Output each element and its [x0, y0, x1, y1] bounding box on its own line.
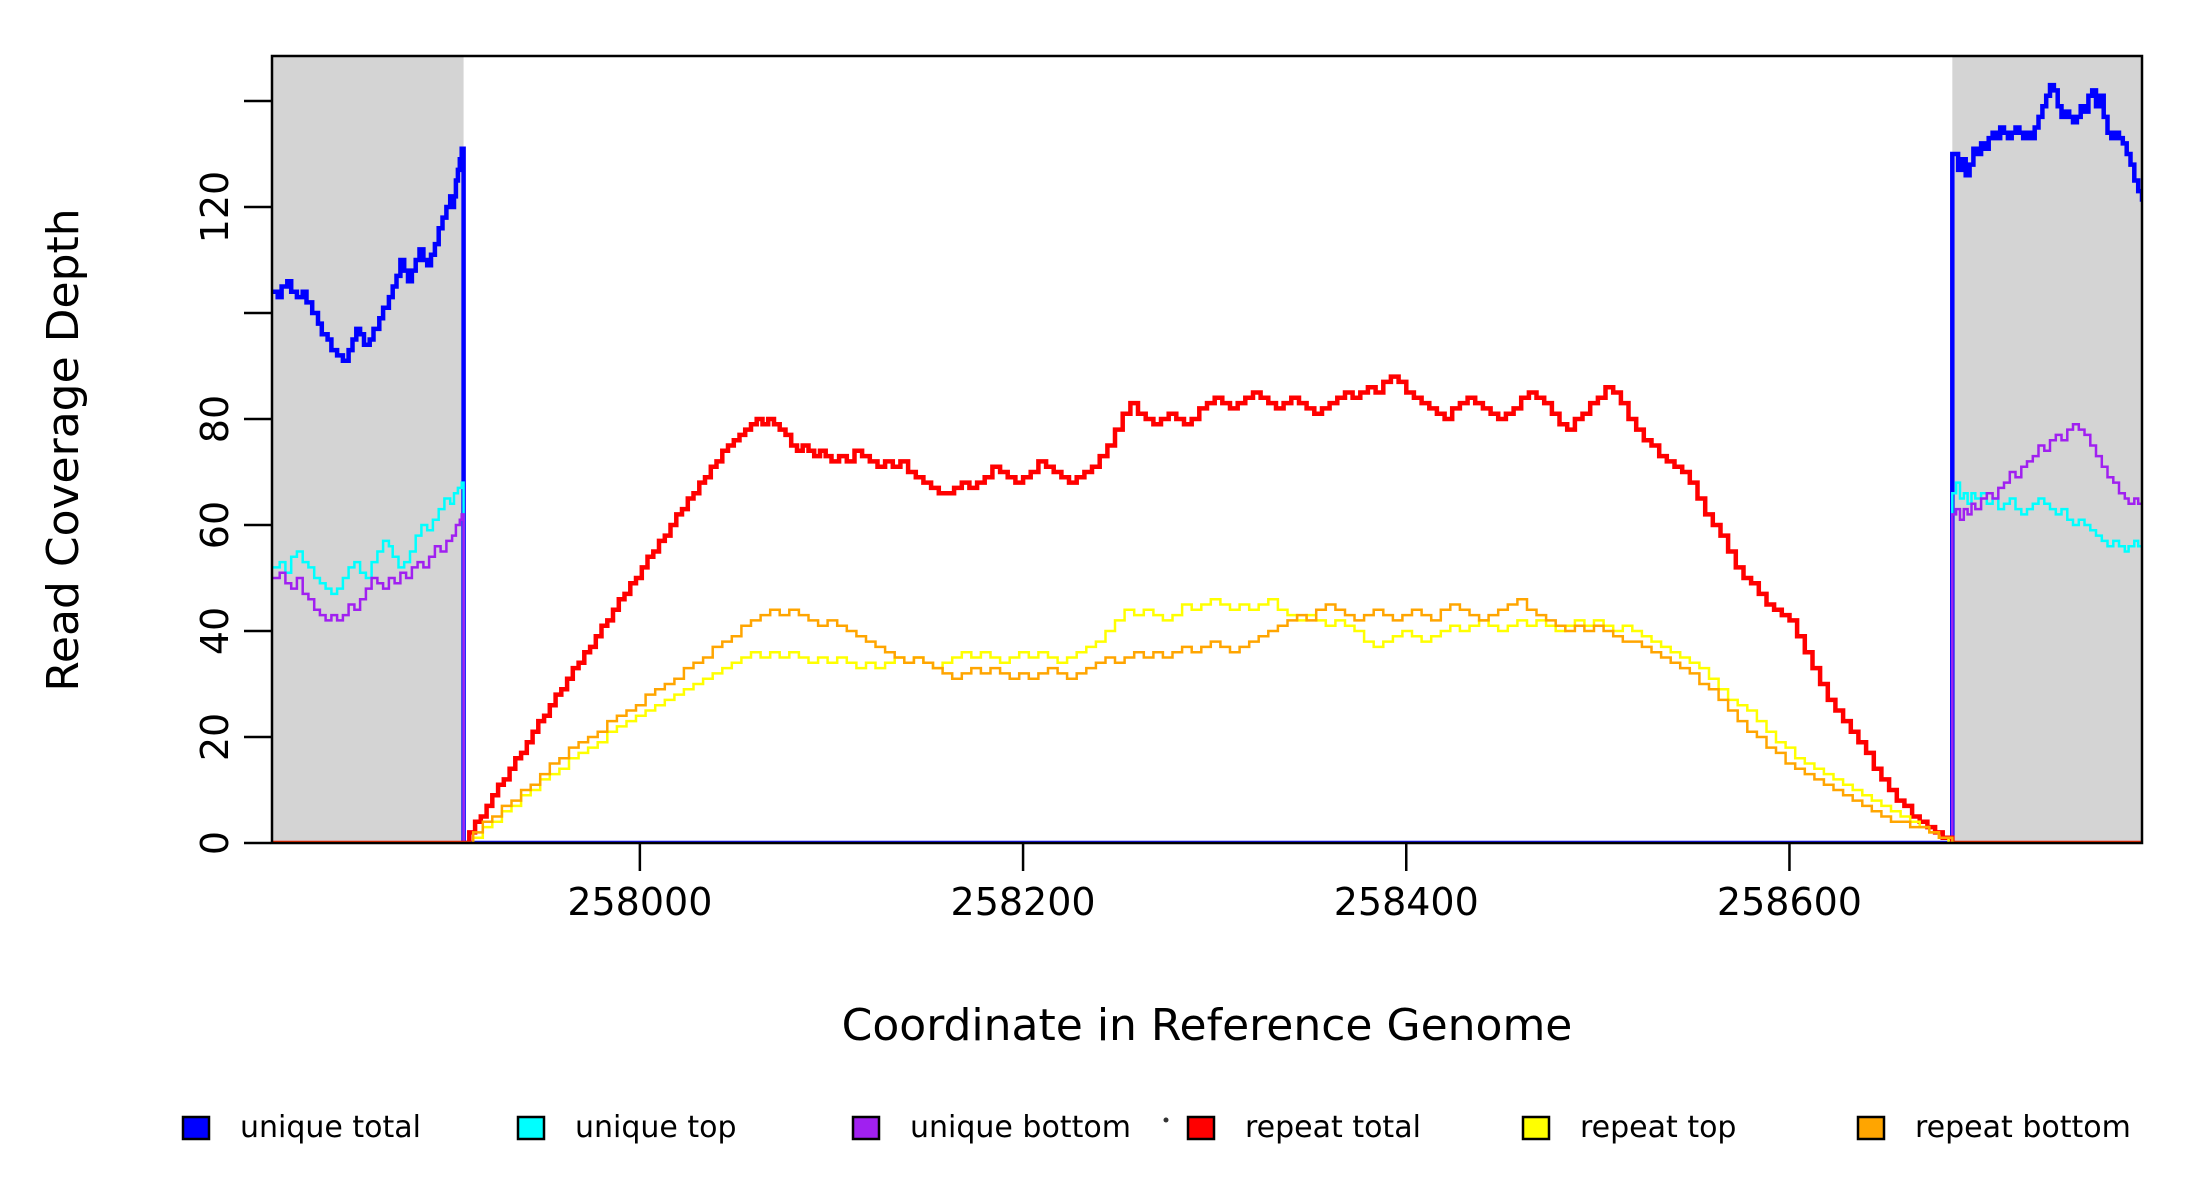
legend-label-unique-total: unique total: [240, 1110, 421, 1145]
legend-label-unique-top: unique top: [575, 1110, 737, 1145]
y-axis-title: Read Coverage Depth: [38, 208, 89, 691]
legend-swatch-unique-total: [181, 1115, 211, 1141]
y-tick-label: 40: [193, 607, 237, 655]
right-flank-unique-region: [1952, 56, 2142, 843]
legend-swatch-repeat-bottom: [1856, 1115, 1886, 1141]
legend-swatch-repeat-total: [1186, 1115, 1216, 1141]
series-unique-total: [272, 82, 2142, 843]
y-axis-ticks: 0 20 40 60 80 120: [193, 99, 271, 855]
shaded-flank-regions: [272, 56, 2142, 843]
left-flank-unique-region: [272, 56, 464, 843]
series-repeat-bottom: [272, 597, 2142, 843]
series-repeat-top: [272, 597, 2142, 843]
legend-swatch-unique-top: [516, 1115, 546, 1141]
legend-label-repeat-bottom: repeat bottom: [1915, 1110, 2131, 1145]
series-unique-bottom: [272, 423, 2142, 843]
y-tick-label: 80: [193, 395, 237, 443]
y-tick-label: 0: [193, 831, 237, 855]
x-axis-title: Coordinate in Reference Genome: [842, 1000, 1573, 1051]
x-tick-label: 258000: [567, 880, 712, 924]
chart-legend: unique total unique top unique bottom repea…: [181, 1110, 2131, 1145]
legend-label-unique-bottom: unique bottom: [910, 1110, 1131, 1145]
plot-border: [270, 54, 2144, 845]
y-tick-label: 60: [193, 501, 237, 549]
x-tick-label: 258200: [951, 880, 1096, 924]
stray-mark: [1163, 1117, 1169, 1123]
legend-label-repeat-total: repeat total: [1245, 1110, 1421, 1145]
x-tick-label: 258400: [1334, 880, 1479, 924]
x-tick-label: 258600: [1717, 880, 1862, 924]
x-axis-ticks: 258000 258200 258400 258600: [567, 844, 1862, 924]
series-layer: [272, 82, 2142, 843]
y-tick-label: 120: [193, 171, 237, 244]
legend-swatch-unique-bottom: [851, 1115, 881, 1141]
series-repeat-total: [272, 374, 2142, 843]
legend-label-repeat-top: repeat top: [1580, 1110, 1736, 1145]
y-tick-label: 20: [193, 713, 237, 761]
legend-swatch-repeat-top: [1521, 1115, 1551, 1141]
